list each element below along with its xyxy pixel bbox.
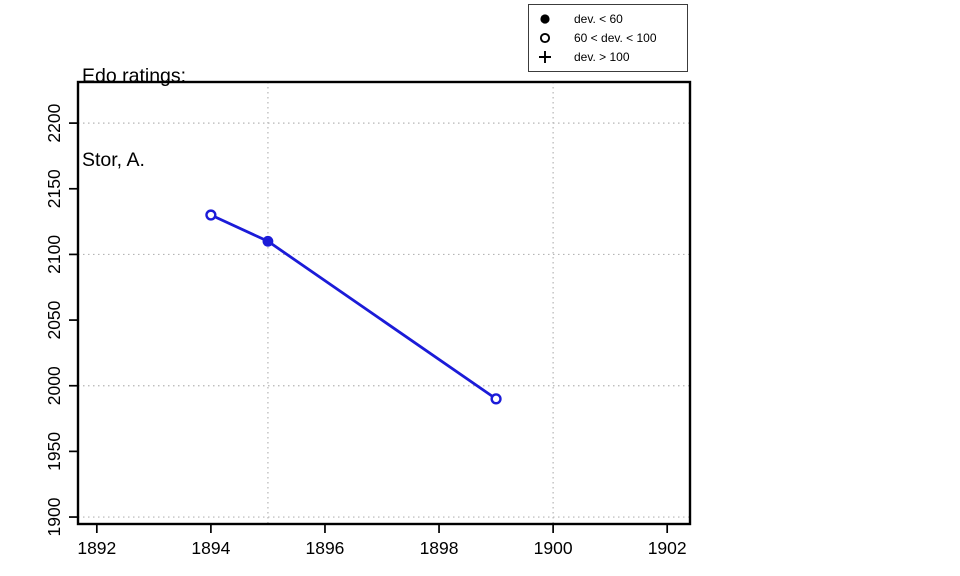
x-tick-label: 1900 [534,538,573,558]
legend-label: dev. < 60 [574,11,623,26]
data-point-open [490,393,502,405]
data-point-filled [262,235,274,247]
y-tick-label: 2150 [44,169,64,208]
x-tick-label: 1898 [420,538,459,558]
legend-label: 60 < dev. < 100 [574,30,657,45]
legend-item-dev-lt-60: dev. < 60 [529,10,687,28]
y-tick-label: 1900 [44,497,64,536]
legend-item-dev-gt-100: dev. > 100 [529,48,687,66]
legend: dev. < 60 60 < dev. < 100 dev. > 100 [528,4,688,72]
x-tick-label: 1896 [305,538,344,558]
chart-title-line2: Stor, A. [82,149,145,171]
x-tick-label: 1902 [648,538,687,558]
legend-label: dev. > 100 [574,50,630,65]
plot-box [76,80,692,526]
x-tick-label: 1894 [191,538,230,558]
y-tick-label: 2200 [44,103,64,142]
y-tick-label: 2050 [44,300,64,339]
legend-item-dev-60-100: 60 < dev. < 100 [529,29,687,47]
y-tick-label: 1950 [44,432,64,471]
series-line [209,213,498,401]
plus-icon [538,50,552,64]
open-circle-icon [538,31,552,45]
y-tick-label: 2000 [44,366,64,405]
x-tick-label: 1892 [77,538,116,558]
filled-circle-icon [538,12,552,26]
y-tick-label: 2100 [44,235,64,274]
data-point-open [205,209,217,221]
